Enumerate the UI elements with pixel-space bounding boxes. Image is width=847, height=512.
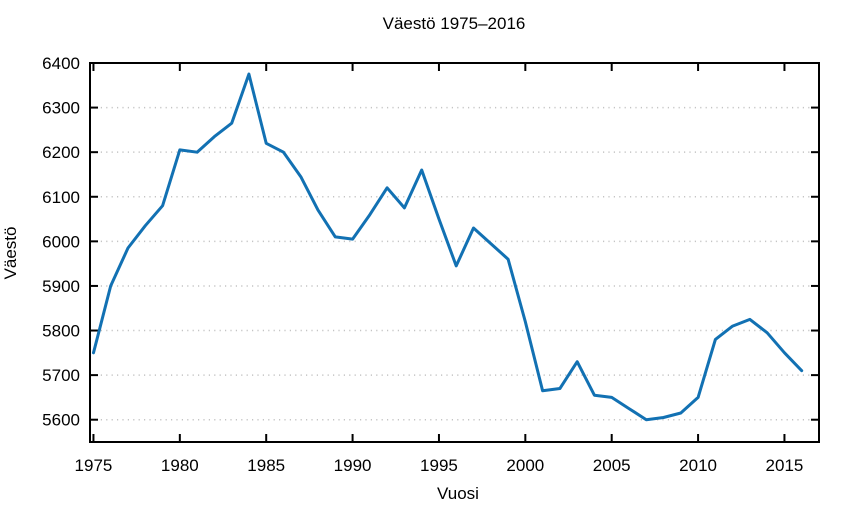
tick-labels: 1975 1980 1985 1990 1995 2000 2005 2010 2015 5600… [42,54,803,475]
y-tick-label: 5900 [42,277,80,296]
data-series [92,72,804,422]
y-tick-label: 5800 [42,322,80,341]
tick-marks [90,62,819,442]
y-tick-label: 6000 [42,232,80,251]
x-tick-label: 2000 [506,456,544,475]
y-tick-label: 6100 [42,188,80,207]
y-tick-label: 5600 [42,411,80,430]
x-axis-label: Vuosi [437,484,479,503]
y-tick-label: 5700 [42,366,80,385]
y-tick-label: 6400 [42,54,80,73]
x-tick-label: 1995 [420,456,458,475]
data-line [92,72,804,422]
x-tick-label: 1985 [247,456,285,475]
y-axis-label: Väestö [1,227,20,280]
x-tick-label: 1980 [161,456,199,475]
x-tick-label: 1975 [75,456,113,475]
y-tick-label: 6300 [42,99,80,118]
plot-border [89,62,820,443]
x-tick-label: 1990 [334,456,372,475]
chart-title: Väestö 1975–2016 [383,14,526,33]
gridlines [90,62,819,421]
x-tick-label: 2005 [593,456,631,475]
x-tick-label: 2010 [679,456,717,475]
y-tick-label: 6200 [42,143,80,162]
x-tick-label: 2015 [766,456,804,475]
